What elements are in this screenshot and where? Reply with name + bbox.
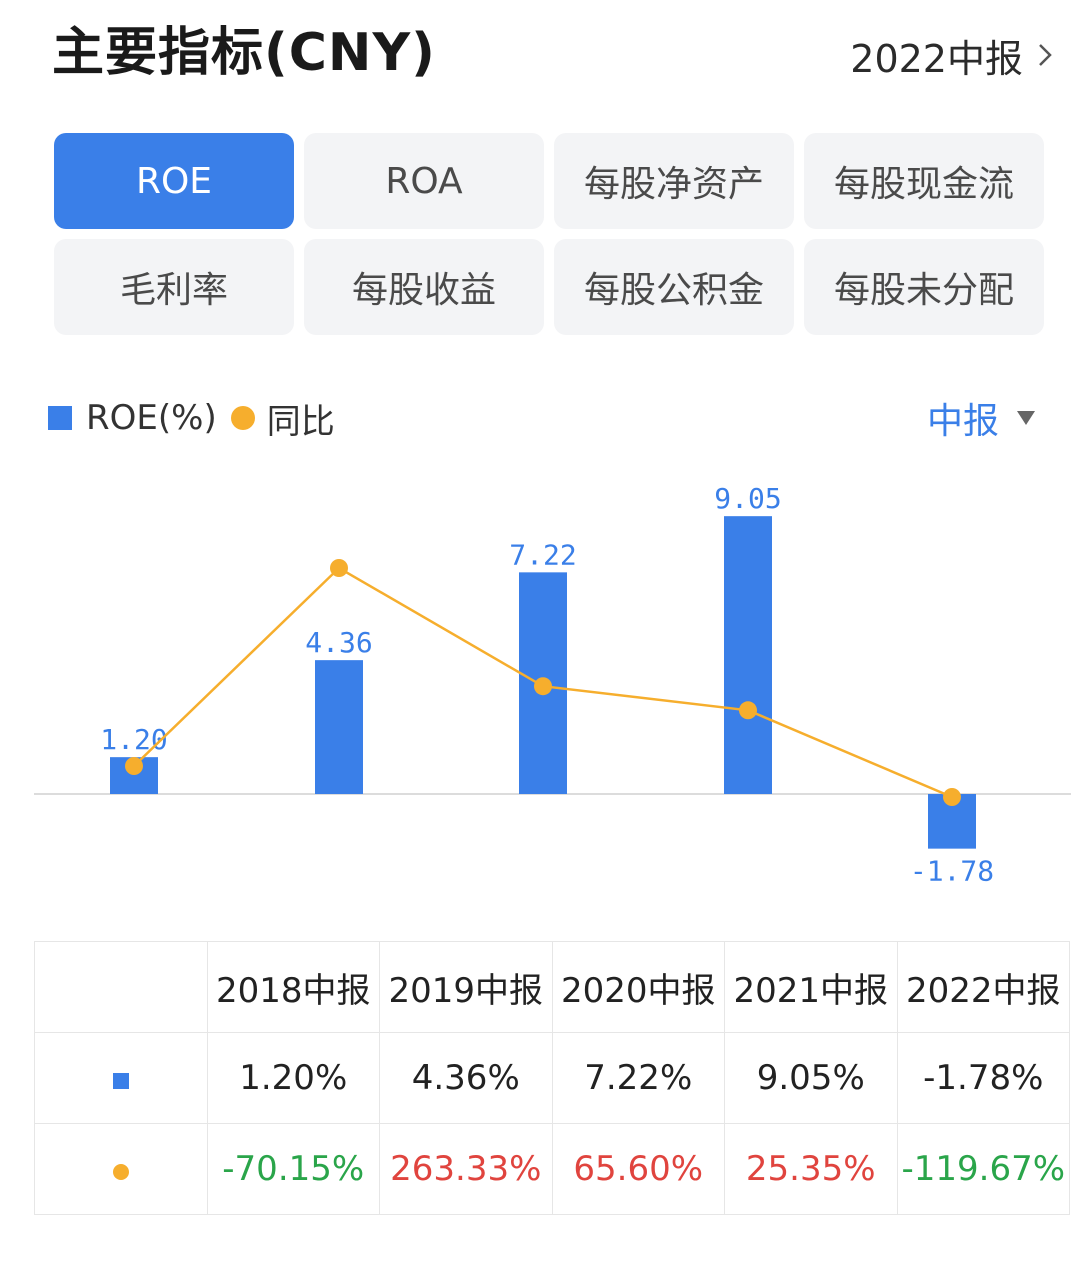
table-cell: -70.15% xyxy=(206,1123,380,1215)
roe-bar-label: 7.22 xyxy=(509,538,576,571)
yoy-point xyxy=(943,788,961,806)
chart-legend: ROE(%) 同比 xyxy=(48,393,1035,443)
table-header: 2021中报 xyxy=(724,941,898,1033)
report-period-label: 2022中报 xyxy=(850,36,1023,81)
roe-bar-label: 9.05 xyxy=(714,482,781,515)
tab-reserve-per-share[interactable]: 每股公积金 xyxy=(554,239,794,335)
tab-gross-margin[interactable]: 毛利率 xyxy=(54,239,294,335)
line-legend-swatch xyxy=(230,406,255,430)
tab-cash-flow-per-share[interactable]: 每股现金流 xyxy=(804,133,1044,229)
table-header: 2018中报 xyxy=(206,941,380,1033)
header: 主要指标(CNY) 2022中报 xyxy=(52,18,1053,88)
table-header: 2019中报 xyxy=(379,941,553,1033)
dot-icon xyxy=(112,1164,129,1180)
chart-legend-row: ROE(%) 同比 中报 xyxy=(48,393,1035,443)
bar-legend-swatch xyxy=(48,406,72,430)
table-header: 2020中报 xyxy=(551,941,725,1033)
roe-bar-label: 1.20 xyxy=(100,723,167,756)
table-row-yoy: -70.15% 263.33% 65.60% 25.35% -119.67% xyxy=(34,1123,1070,1215)
roe-bar xyxy=(724,516,772,794)
indicator-tabs: ROE ROA 每股净资产 每股现金流 毛利率 每股收益 每股公积金 每股未分配 xyxy=(54,133,1044,335)
table-cell: 263.33% xyxy=(379,1123,553,1215)
table-cell: -1.78% xyxy=(896,1032,1070,1124)
yoy-point xyxy=(125,757,143,775)
tab-net-assets-per-share[interactable]: 每股净资产 xyxy=(554,133,794,229)
yoy-point xyxy=(739,701,757,720)
square-icon xyxy=(112,1073,129,1089)
table-header-row: 2018中报 2019中报 2020中报 2021中报 2022中报 xyxy=(34,941,1070,1033)
period-type-label: 中报 xyxy=(926,401,999,442)
yoy-point xyxy=(534,677,552,696)
line-legend-label: 同比 xyxy=(266,401,335,442)
table-cell: 7.22% xyxy=(551,1032,725,1124)
tab-eps[interactable]: 每股收益 xyxy=(304,239,544,335)
roe-row-marker xyxy=(34,1032,208,1124)
roe-bar-label: 4.36 xyxy=(305,626,372,659)
table-cell: 65.60% xyxy=(551,1123,725,1215)
indicator-table: 2018中报 2019中报 2020中报 2021中报 2022中报 1.20%… xyxy=(34,941,1070,1215)
bar-legend-label: ROE(%) xyxy=(86,398,217,438)
chevron-right-icon xyxy=(1039,44,1052,66)
table-cell: 1.20% xyxy=(206,1032,380,1124)
table-row-roe: 1.20% 4.36% 7.22% 9.05% -1.78% xyxy=(34,1032,1070,1124)
table-cell: -119.67% xyxy=(896,1123,1070,1215)
period-type-select[interactable]: 中报 xyxy=(927,393,1035,443)
tab-undistributed-per-share[interactable]: 每股未分配 xyxy=(804,239,1044,335)
roe-bar xyxy=(315,660,363,794)
yoy-row-marker xyxy=(34,1123,208,1215)
yoy-point xyxy=(330,559,348,577)
table-cell: 9.05% xyxy=(724,1032,898,1124)
table-cell: 4.36% xyxy=(379,1032,553,1124)
tab-roa[interactable]: ROA xyxy=(304,133,544,229)
report-period-link[interactable]: 2022中报 xyxy=(850,30,1053,81)
table-corner xyxy=(34,941,208,1033)
page-title: 主要指标(CNY) xyxy=(52,23,436,83)
roe-bar-label: -1.78 xyxy=(910,855,994,888)
roe-chart: 1.20 4.36 7.22 9.05 -1.78 xyxy=(34,482,1071,888)
table-cell: 25.35% xyxy=(724,1123,898,1215)
caret-down-icon xyxy=(1017,411,1035,425)
tab-roe[interactable]: ROE xyxy=(54,133,294,229)
table-header: 2022中报 xyxy=(896,941,1070,1033)
